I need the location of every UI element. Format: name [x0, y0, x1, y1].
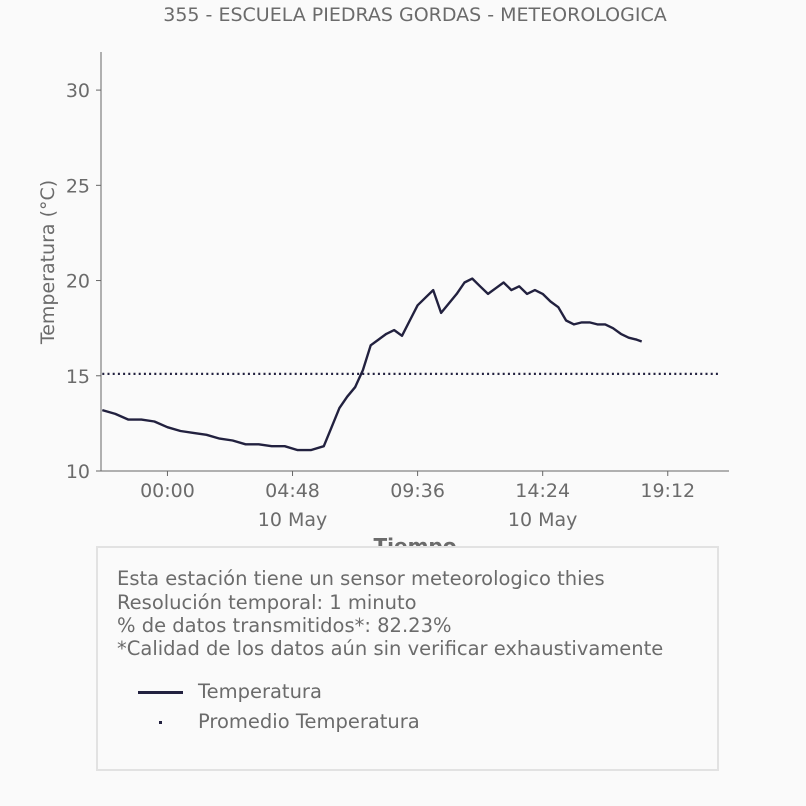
- x-tick-sublabel: 10 May: [508, 509, 578, 531]
- x-tick-label: 14:24: [515, 480, 570, 502]
- legend-dot-icon: [159, 721, 162, 724]
- info-station-text: Esta estación tiene un sensor meteorolog…: [117, 567, 605, 590]
- y-tick-label: 10: [66, 461, 90, 483]
- ticks: 10 15 20 25 30 00:00 04:48 10 May 09:36 14:24 10 M…: [66, 80, 695, 531]
- info-quality-text: *Calidad de los datos aún sin verificar …: [117, 637, 664, 660]
- x-tick-label: 19:12: [640, 480, 695, 502]
- info-legend-box: Esta estación tiene un sensor meteorolog…: [96, 546, 719, 771]
- axes: [100, 52, 729, 472]
- x-tick-sublabel: 10 May: [258, 509, 328, 531]
- x-tick-label: 00:00: [140, 480, 195, 502]
- legend-label-temperatura: Temperatura: [198, 680, 322, 703]
- info-resolution-text: Resolución temporal: 1 minuto: [117, 591, 417, 614]
- legend-label-promedio: Promedio Temperatura: [198, 710, 420, 733]
- y-tick-label: 20: [66, 271, 90, 293]
- y-tick-label: 15: [66, 366, 90, 388]
- y-axis-label: Temperatura (°C): [37, 180, 59, 345]
- x-tick-label: 04:48: [265, 480, 320, 502]
- y-tick-label: 25: [66, 175, 90, 197]
- info-transmitted-text: % de datos transmitidos*: 82.23%: [117, 614, 452, 637]
- series: [101, 277, 720, 452]
- y-tick-label: 30: [66, 80, 90, 102]
- temperature-line: [101, 277, 643, 452]
- x-tick-label: 09:36: [390, 480, 445, 502]
- legend-line-icon: [138, 691, 183, 694]
- chart-title: 355 - ESCUELA PIEDRAS GORDAS - METEOROLO…: [163, 4, 666, 26]
